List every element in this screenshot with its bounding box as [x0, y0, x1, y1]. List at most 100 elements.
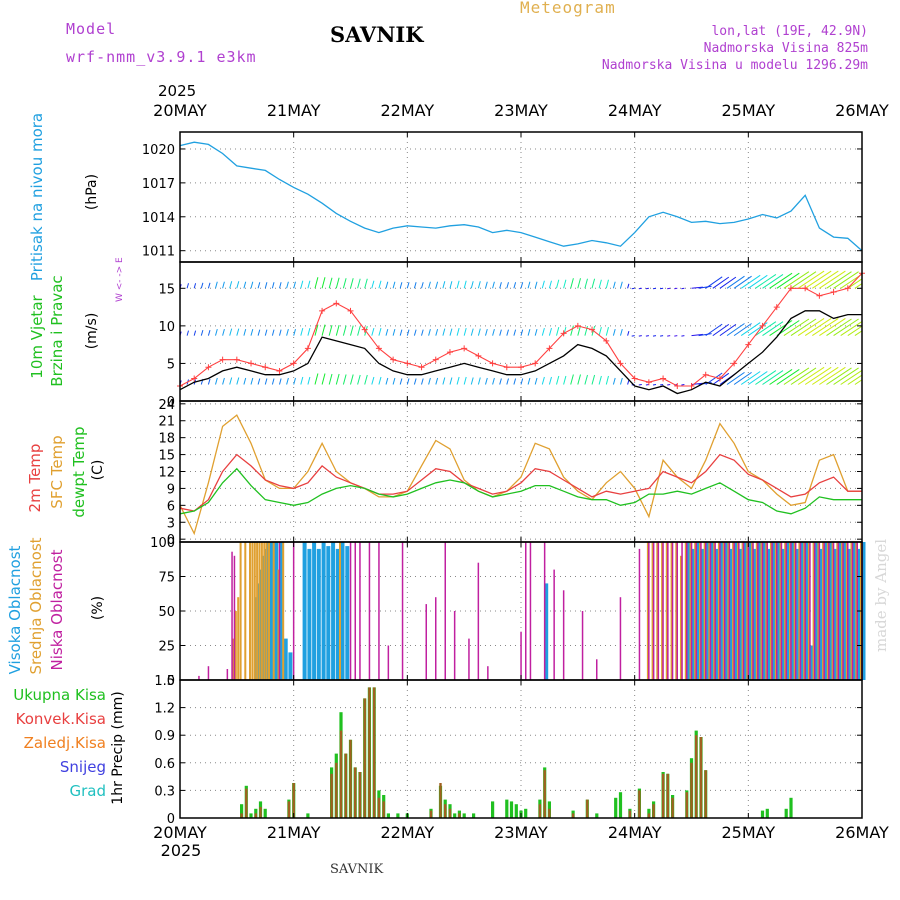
- cloud-bar-srednja: [717, 542, 720, 680]
- wind-arrow: [674, 416, 677, 417]
- precip-bar-convective: [429, 810, 433, 818]
- cloud-bar-visoka: [335, 548, 340, 680]
- cloud-bar-niska: [695, 542, 697, 680]
- wind-arrow: [478, 409, 480, 416]
- wind-arrow: [364, 374, 368, 385]
- wind-arrow: [652, 287, 657, 290]
- cloud-bar-visoka: [804, 542, 809, 680]
- wind-arrow: [477, 377, 481, 385]
- precip-bar-convective: [586, 799, 589, 818]
- cloud-bar-niska: [818, 542, 821, 680]
- wind-arrow: [350, 325, 354, 336]
- precip-bar-convective: [287, 801, 291, 818]
- precip-ytick-label: 1.2: [154, 702, 175, 717]
- cloud-bar-srednja: [736, 542, 739, 680]
- precip-bar-convective: [690, 762, 693, 818]
- cloud-bar-srednja: [232, 638, 235, 680]
- wind-arrow: [527, 281, 531, 289]
- cloud-bar-visoka: [345, 546, 350, 680]
- wind-arrow: [329, 406, 332, 417]
- temperature-ytick-label: 6: [167, 499, 175, 514]
- temperature-ytick-label: 12: [158, 466, 175, 481]
- cloud-bar-visoka: [856, 548, 861, 680]
- cloud-bar-srednja: [234, 611, 237, 680]
- precip-bar-total: [789, 797, 793, 818]
- cloud-bar-visoka: [340, 542, 345, 680]
- gust-marker: [844, 285, 851, 292]
- cloud-bar-visoka: [719, 542, 724, 680]
- wind-arrow: [286, 328, 289, 336]
- cloud-bar-niska: [520, 631, 522, 680]
- wind-arrow: [335, 324, 340, 336]
- top-day-label: 24MAY: [608, 101, 662, 120]
- precip-bar-convective: [358, 772, 362, 818]
- wind-arrow: [336, 406, 339, 417]
- cloud-bar-niska: [349, 542, 352, 680]
- wind-arrow: [834, 407, 861, 416]
- wind-arrow: [528, 410, 530, 417]
- wind-arrow: [378, 376, 382, 385]
- precip-title: 1hr Precip (mm): [110, 691, 126, 804]
- cloud-bar-srednja: [713, 542, 716, 680]
- pressure-ylabel: (hPa): [84, 174, 100, 210]
- cloud-bar-niska: [233, 555, 236, 680]
- cloud-bar-visoka: [795, 548, 800, 680]
- wind-arrows: [180, 270, 862, 417]
- gust-marker: [489, 360, 496, 367]
- wind-arrow: [812, 317, 839, 337]
- cloud-bar-niska: [723, 542, 726, 680]
- wind-arrow: [681, 384, 685, 386]
- wind-arrow: [442, 281, 446, 289]
- wind-arrow: [719, 276, 737, 289]
- wind-arrow: [406, 282, 410, 289]
- wind-arrow: [612, 281, 616, 289]
- wind-arrow: [300, 280, 304, 289]
- wind-arrow: [321, 277, 326, 289]
- wind-arrow: [720, 414, 732, 416]
- temperature-ytick-label: 21: [158, 415, 175, 430]
- year-top: 2025: [158, 82, 197, 100]
- cloud-bar-srednja: [732, 542, 735, 680]
- wind-arrow: [812, 270, 839, 289]
- wind-arrow: [328, 324, 333, 336]
- gust-marker: [461, 345, 468, 352]
- wind-arrow: [314, 373, 319, 385]
- precip-bar-total: [618, 792, 623, 818]
- wind-arrow: [861, 335, 862, 336]
- wind-arrow: [200, 329, 204, 336]
- wind-arrow: [264, 282, 268, 289]
- gust-marker: [361, 326, 368, 333]
- wind-arrow: [578, 406, 581, 416]
- wind-arrow: [598, 375, 602, 385]
- cloud-bar-srednja: [807, 542, 810, 680]
- wind-arrow: [485, 377, 488, 385]
- wind-arrow: [790, 367, 817, 385]
- gust-marker: [589, 326, 596, 333]
- wind-arrow: [667, 287, 671, 290]
- cloud-bar-srednja: [770, 542, 772, 680]
- cloud-title-low: Niska Oblacnost: [48, 549, 66, 670]
- cloud-bar-srednja: [694, 542, 697, 680]
- wind-arrow: [521, 410, 523, 416]
- station-title: SAVNIK: [330, 22, 424, 47]
- cloud-bar-niska: [667, 542, 669, 680]
- gust-marker: [574, 322, 581, 329]
- wind-arrow: [314, 324, 319, 336]
- cloud-bar-srednja: [798, 542, 801, 680]
- temperature-ytick-label: 0: [167, 533, 175, 548]
- wind-arrow: [222, 377, 225, 385]
- precip-bar-convective: [439, 783, 442, 818]
- wind-arrow: [449, 281, 453, 289]
- wind-arrow: [726, 323, 745, 337]
- cloud-bar-visoka: [312, 542, 317, 680]
- wind-arrow: [826, 271, 852, 289]
- cloud-bar-visoka: [799, 542, 804, 680]
- wind-arrow: [556, 375, 560, 385]
- cloud-bar-srednja: [239, 542, 242, 680]
- cloud-bar-srednja: [741, 542, 744, 680]
- cloud-bar-srednja: [760, 542, 763, 680]
- cloud-bar-niska: [278, 542, 281, 680]
- gust-marker: [319, 307, 326, 314]
- precip-bar-total: [614, 797, 618, 818]
- wind-arrow: [470, 281, 474, 289]
